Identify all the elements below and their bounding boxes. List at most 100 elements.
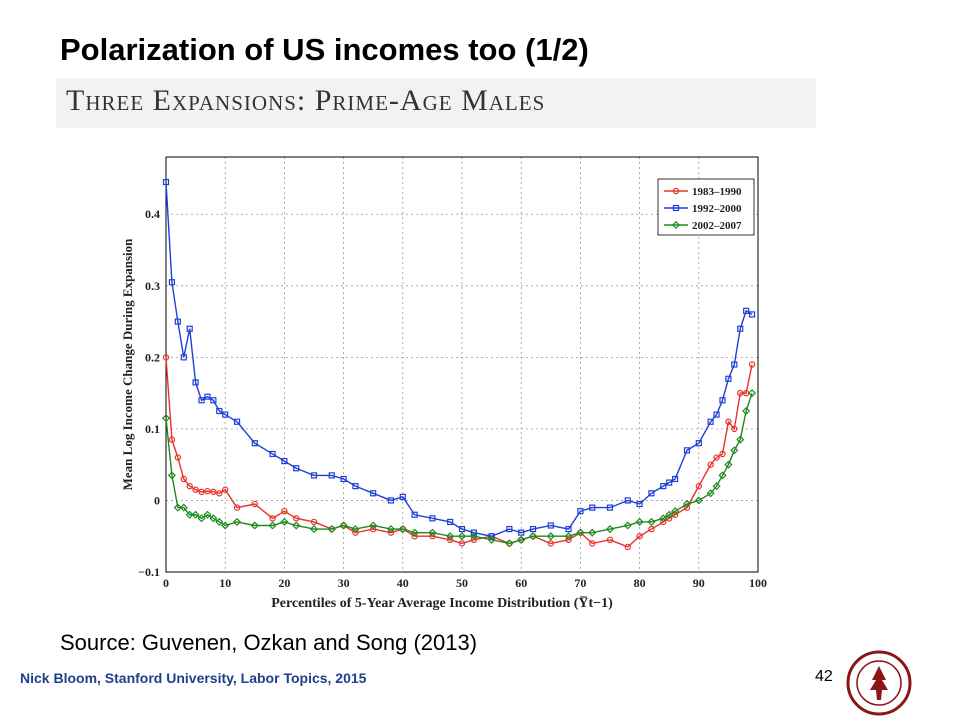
data-point: [665, 510, 674, 519]
data-point: [605, 525, 615, 534]
x-tick-label: 40: [397, 576, 409, 590]
data-point: [623, 521, 632, 530]
data-point: [173, 503, 182, 512]
data-point: [647, 517, 656, 526]
data-point: [577, 508, 584, 515]
data-point: [648, 490, 655, 497]
data-point: [221, 486, 229, 493]
data-point: [310, 518, 318, 526]
data-point: [748, 311, 756, 318]
data-point: [712, 482, 721, 491]
data-point: [713, 411, 720, 418]
data-point: [672, 204, 680, 212]
series-layer: [161, 178, 757, 551]
data-point: [387, 529, 395, 536]
x-axis-label: Percentiles of 5-Year Average Income Dis…: [271, 595, 613, 611]
data-point: [174, 318, 181, 325]
data-point: [309, 525, 319, 534]
data-point: [660, 483, 667, 490]
series-series_1983_1990: [162, 354, 756, 551]
data-point: [293, 465, 300, 472]
data-point: [565, 525, 572, 533]
data-point: [269, 515, 276, 522]
data-point: [280, 517, 289, 526]
x-tick-label: 0: [163, 576, 169, 590]
data-point: [281, 507, 288, 515]
data-point: [216, 490, 223, 497]
stanford-seal-logo: [846, 650, 912, 716]
data-point: [730, 446, 739, 455]
data-point: [180, 354, 187, 361]
data-point: [447, 518, 454, 526]
x-tick-label: 10: [219, 576, 231, 590]
data-point: [457, 532, 467, 541]
y-tick-label: 0.1: [145, 422, 160, 436]
data-point: [547, 540, 554, 547]
data-point: [411, 533, 418, 540]
data-point: [546, 532, 555, 541]
data-point: [672, 475, 679, 483]
x-tick-label: 50: [456, 576, 468, 590]
data-point: [186, 482, 193, 490]
x-tick-label: 80: [634, 576, 646, 590]
legend-entry-label: 1983–1990: [692, 186, 742, 198]
data-point: [713, 454, 720, 461]
data-point: [719, 397, 726, 404]
data-point: [671, 220, 681, 230]
data-point: [683, 504, 691, 511]
data-point: [222, 411, 229, 418]
data-point: [682, 499, 692, 509]
data-point: [192, 486, 199, 493]
data-point: [470, 536, 478, 544]
data-point: [293, 515, 300, 522]
data-point: [707, 418, 714, 425]
data-point: [251, 440, 258, 447]
data-point: [725, 375, 732, 382]
data-point: [370, 490, 377, 497]
y-tick-label: 0.4: [145, 207, 160, 221]
data-point: [174, 454, 182, 461]
data-point: [340, 475, 347, 483]
data-point: [725, 418, 732, 425]
x-tick-label: 30: [338, 576, 350, 590]
data-point: [724, 460, 733, 469]
data-point: [719, 450, 726, 458]
data-point: [683, 447, 691, 454]
data-point: [528, 532, 538, 541]
data-point: [588, 528, 597, 537]
data-point: [215, 517, 224, 526]
data-point: [233, 504, 241, 511]
x-tick-label: 60: [515, 576, 527, 590]
data-point: [488, 533, 495, 540]
data-point: [369, 521, 378, 530]
chart-legend: 1983–1990 1992–2000 2002–2007: [657, 178, 755, 236]
data-point: [648, 525, 655, 533]
data-point: [429, 515, 436, 522]
legend-entry-label: 1992–2000: [692, 203, 742, 215]
data-point: [624, 543, 631, 551]
data-point: [718, 471, 727, 480]
y-tick-label: 0: [154, 493, 160, 507]
legend-entry-label: 2002–2007: [692, 220, 742, 232]
data-point: [197, 514, 206, 523]
data-point: [736, 435, 745, 444]
data-point: [269, 450, 276, 458]
data-point: [179, 503, 188, 512]
data-point: [458, 540, 466, 547]
data-point: [731, 361, 738, 368]
seal-tree-icon: [870, 666, 888, 700]
x-tick-label: 100: [749, 576, 767, 590]
page-number: 42: [815, 668, 833, 685]
data-point: [410, 528, 419, 537]
data-point: [576, 528, 585, 537]
data-point: [210, 488, 217, 496]
data-point: [547, 522, 554, 529]
data-point: [192, 379, 199, 386]
data-point: [168, 279, 176, 286]
data-point: [204, 393, 211, 400]
data-point: [233, 418, 241, 425]
data-point: [186, 325, 193, 332]
data-point: [398, 525, 407, 534]
data-point: [411, 511, 418, 518]
data-point: [327, 525, 336, 534]
